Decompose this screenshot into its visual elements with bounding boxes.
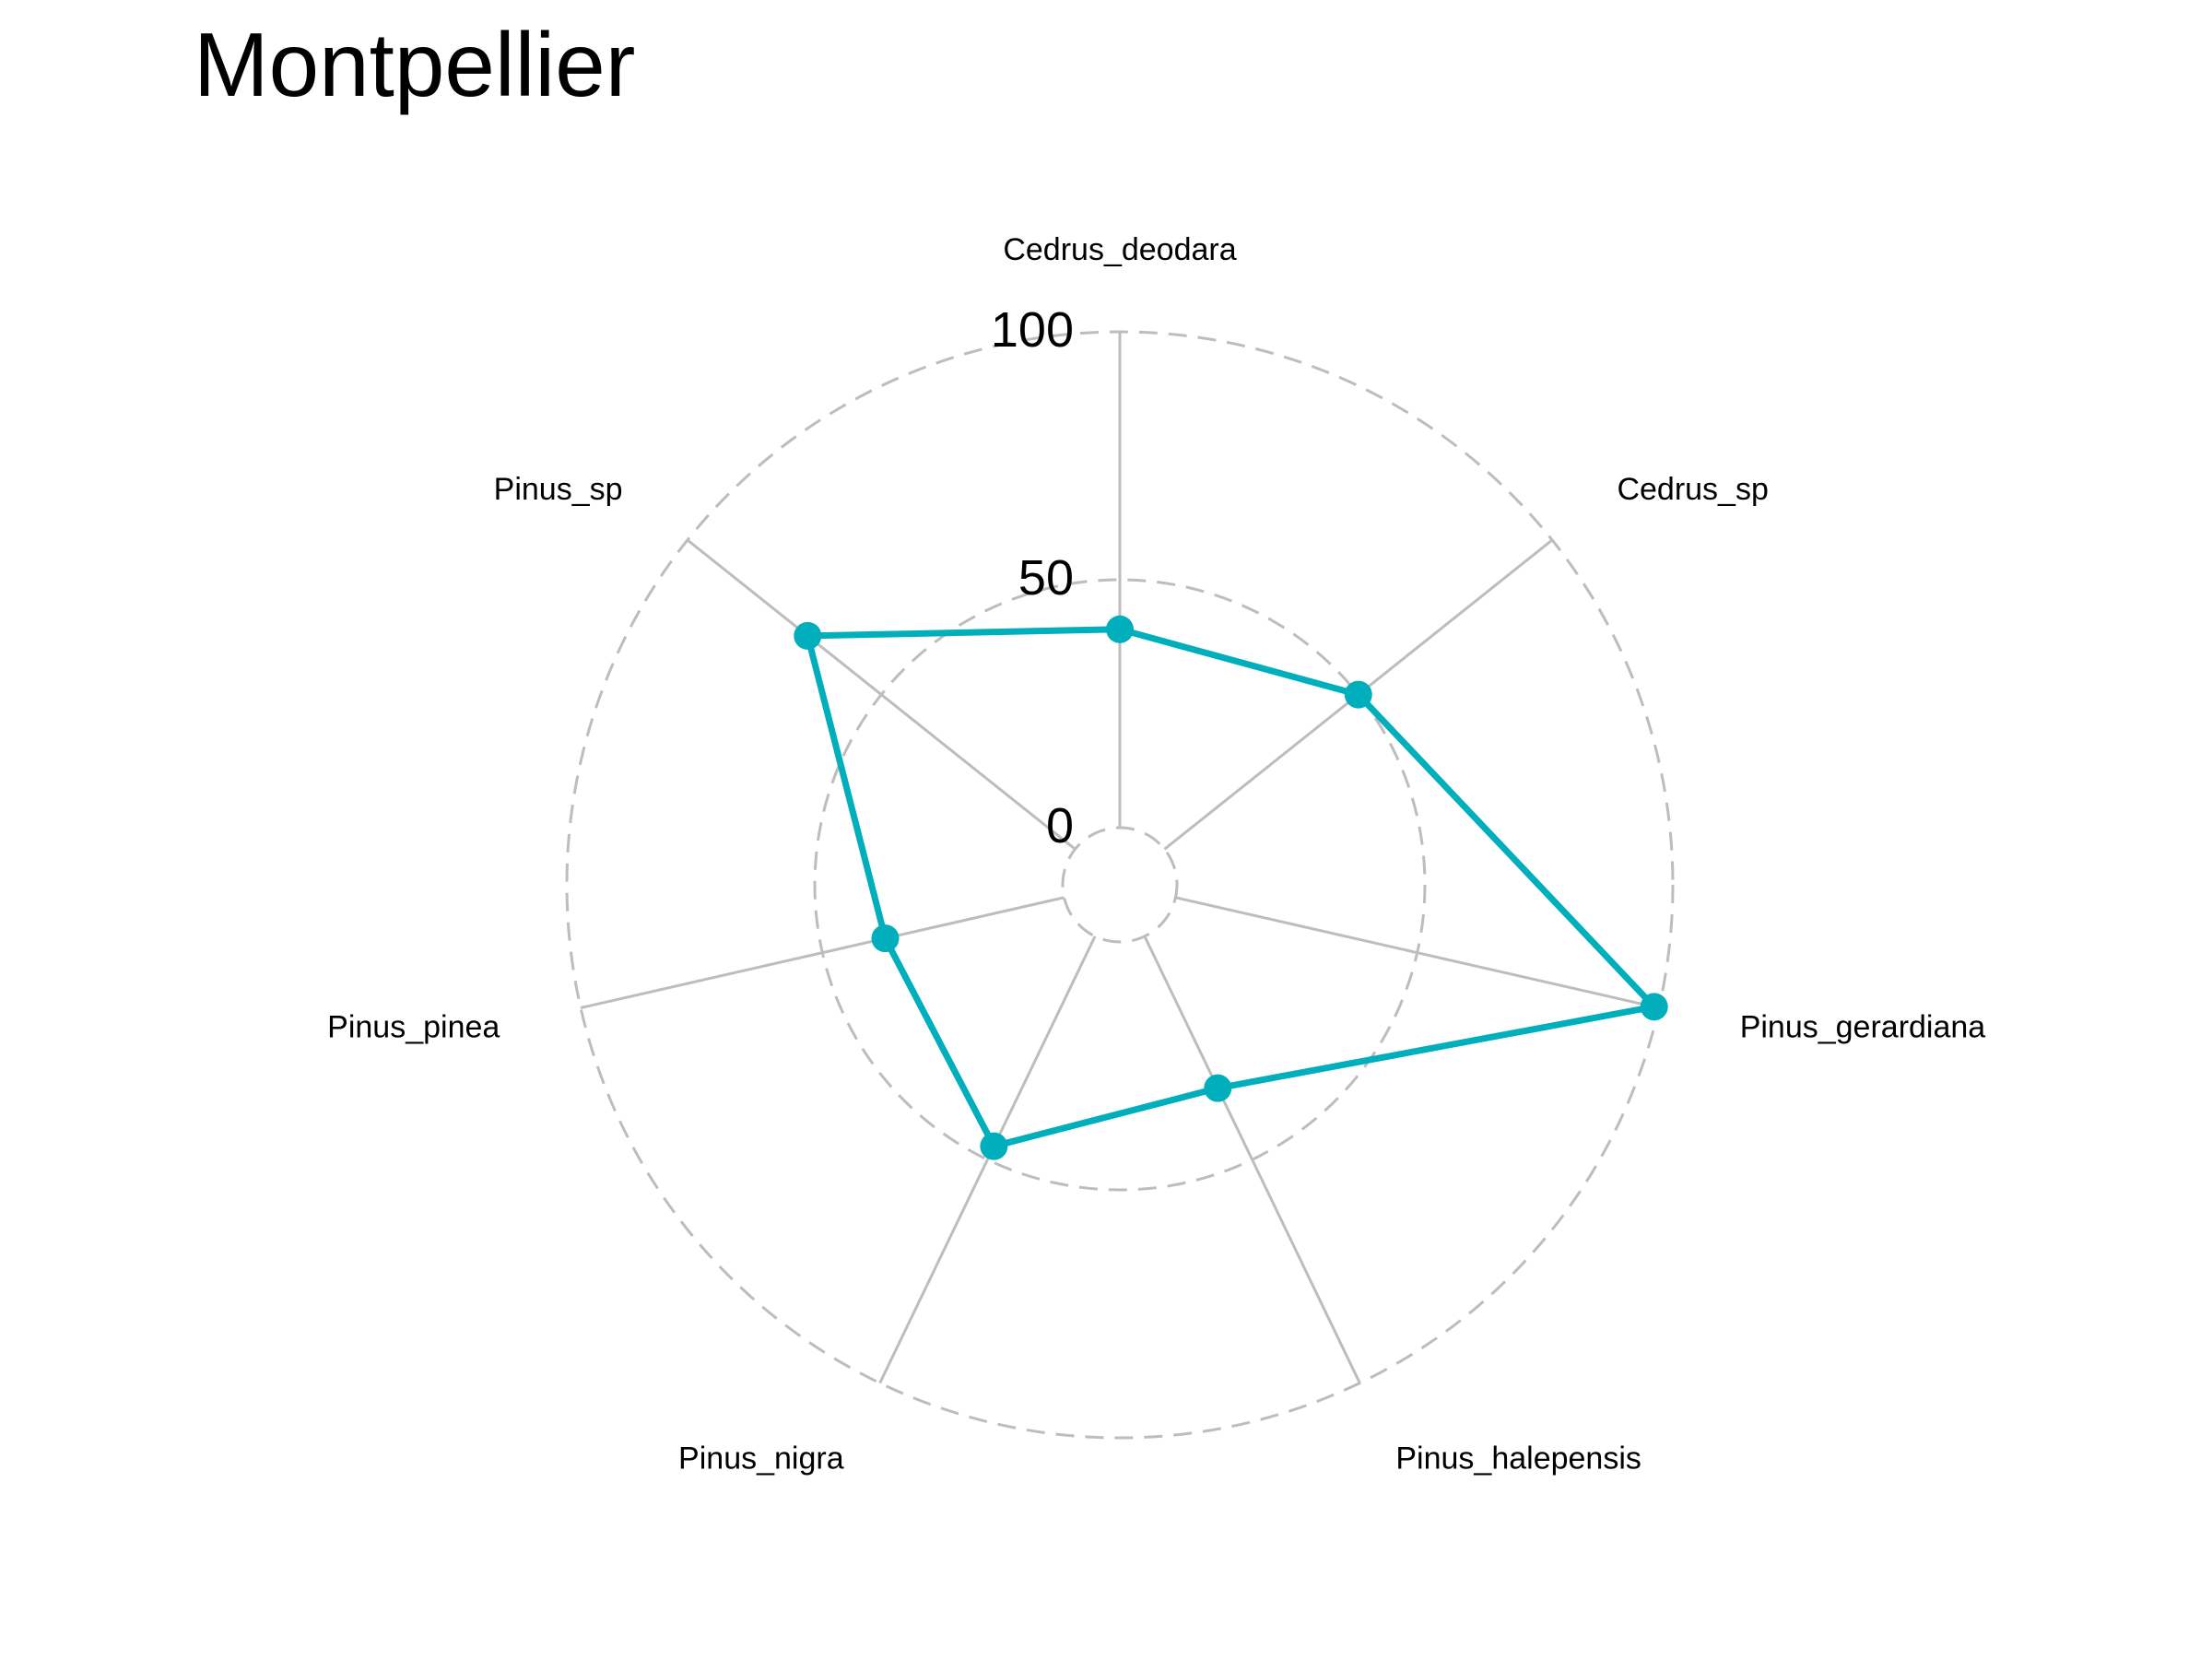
axis-label-Cedrus_sp: Cedrus_sp: [1617, 472, 1768, 507]
data-point-Cedrus_sp: [1344, 680, 1372, 709]
data-point-Pinus_pinea: [871, 924, 900, 953]
axis-label-Pinus_nigra: Pinus_nigra: [678, 1441, 844, 1477]
grid-ring-100: [565, 330, 1675, 1440]
ring-label-100: 100: [991, 302, 1074, 358]
ring-label-0: 0: [1046, 798, 1074, 853]
data-point-Cedrus_deodara: [1106, 615, 1134, 643]
ring-label-50: 50: [1018, 550, 1074, 606]
data-point-Pinus_sp: [794, 621, 822, 650]
grid-layer: [565, 330, 1675, 1440]
chart-title: Montpellier: [194, 14, 636, 115]
axis-label-Pinus_sp: Pinus_sp: [494, 472, 623, 507]
series-layer: [794, 615, 1668, 1160]
grid-ring-0: [1061, 826, 1179, 944]
grid-ring-50: [813, 578, 1427, 1192]
axis-label-Cedrus_deodara: Cedrus_deodara: [1003, 232, 1236, 267]
data-point-Pinus_nigra: [980, 1132, 1008, 1160]
label-layer: 0 50 100 Cedrus_deodara Cedrus_sp Pinus_gerar…: [327, 232, 1985, 1477]
spoke-Pinus_nigra: [878, 935, 1097, 1384]
data-point-Pinus_halepensis: [1204, 1074, 1232, 1102]
series-line-0: [804, 626, 1658, 1150]
axis-label-Pinus_halepensis: Pinus_halepensis: [1395, 1441, 1641, 1477]
axis-label-Pinus_pinea: Pinus_pinea: [327, 1010, 500, 1045]
axis-label-Pinus_gerardiana: Pinus_gerardiana: [1740, 1010, 1986, 1045]
data-point-Pinus_gerardiana: [1640, 993, 1668, 1021]
